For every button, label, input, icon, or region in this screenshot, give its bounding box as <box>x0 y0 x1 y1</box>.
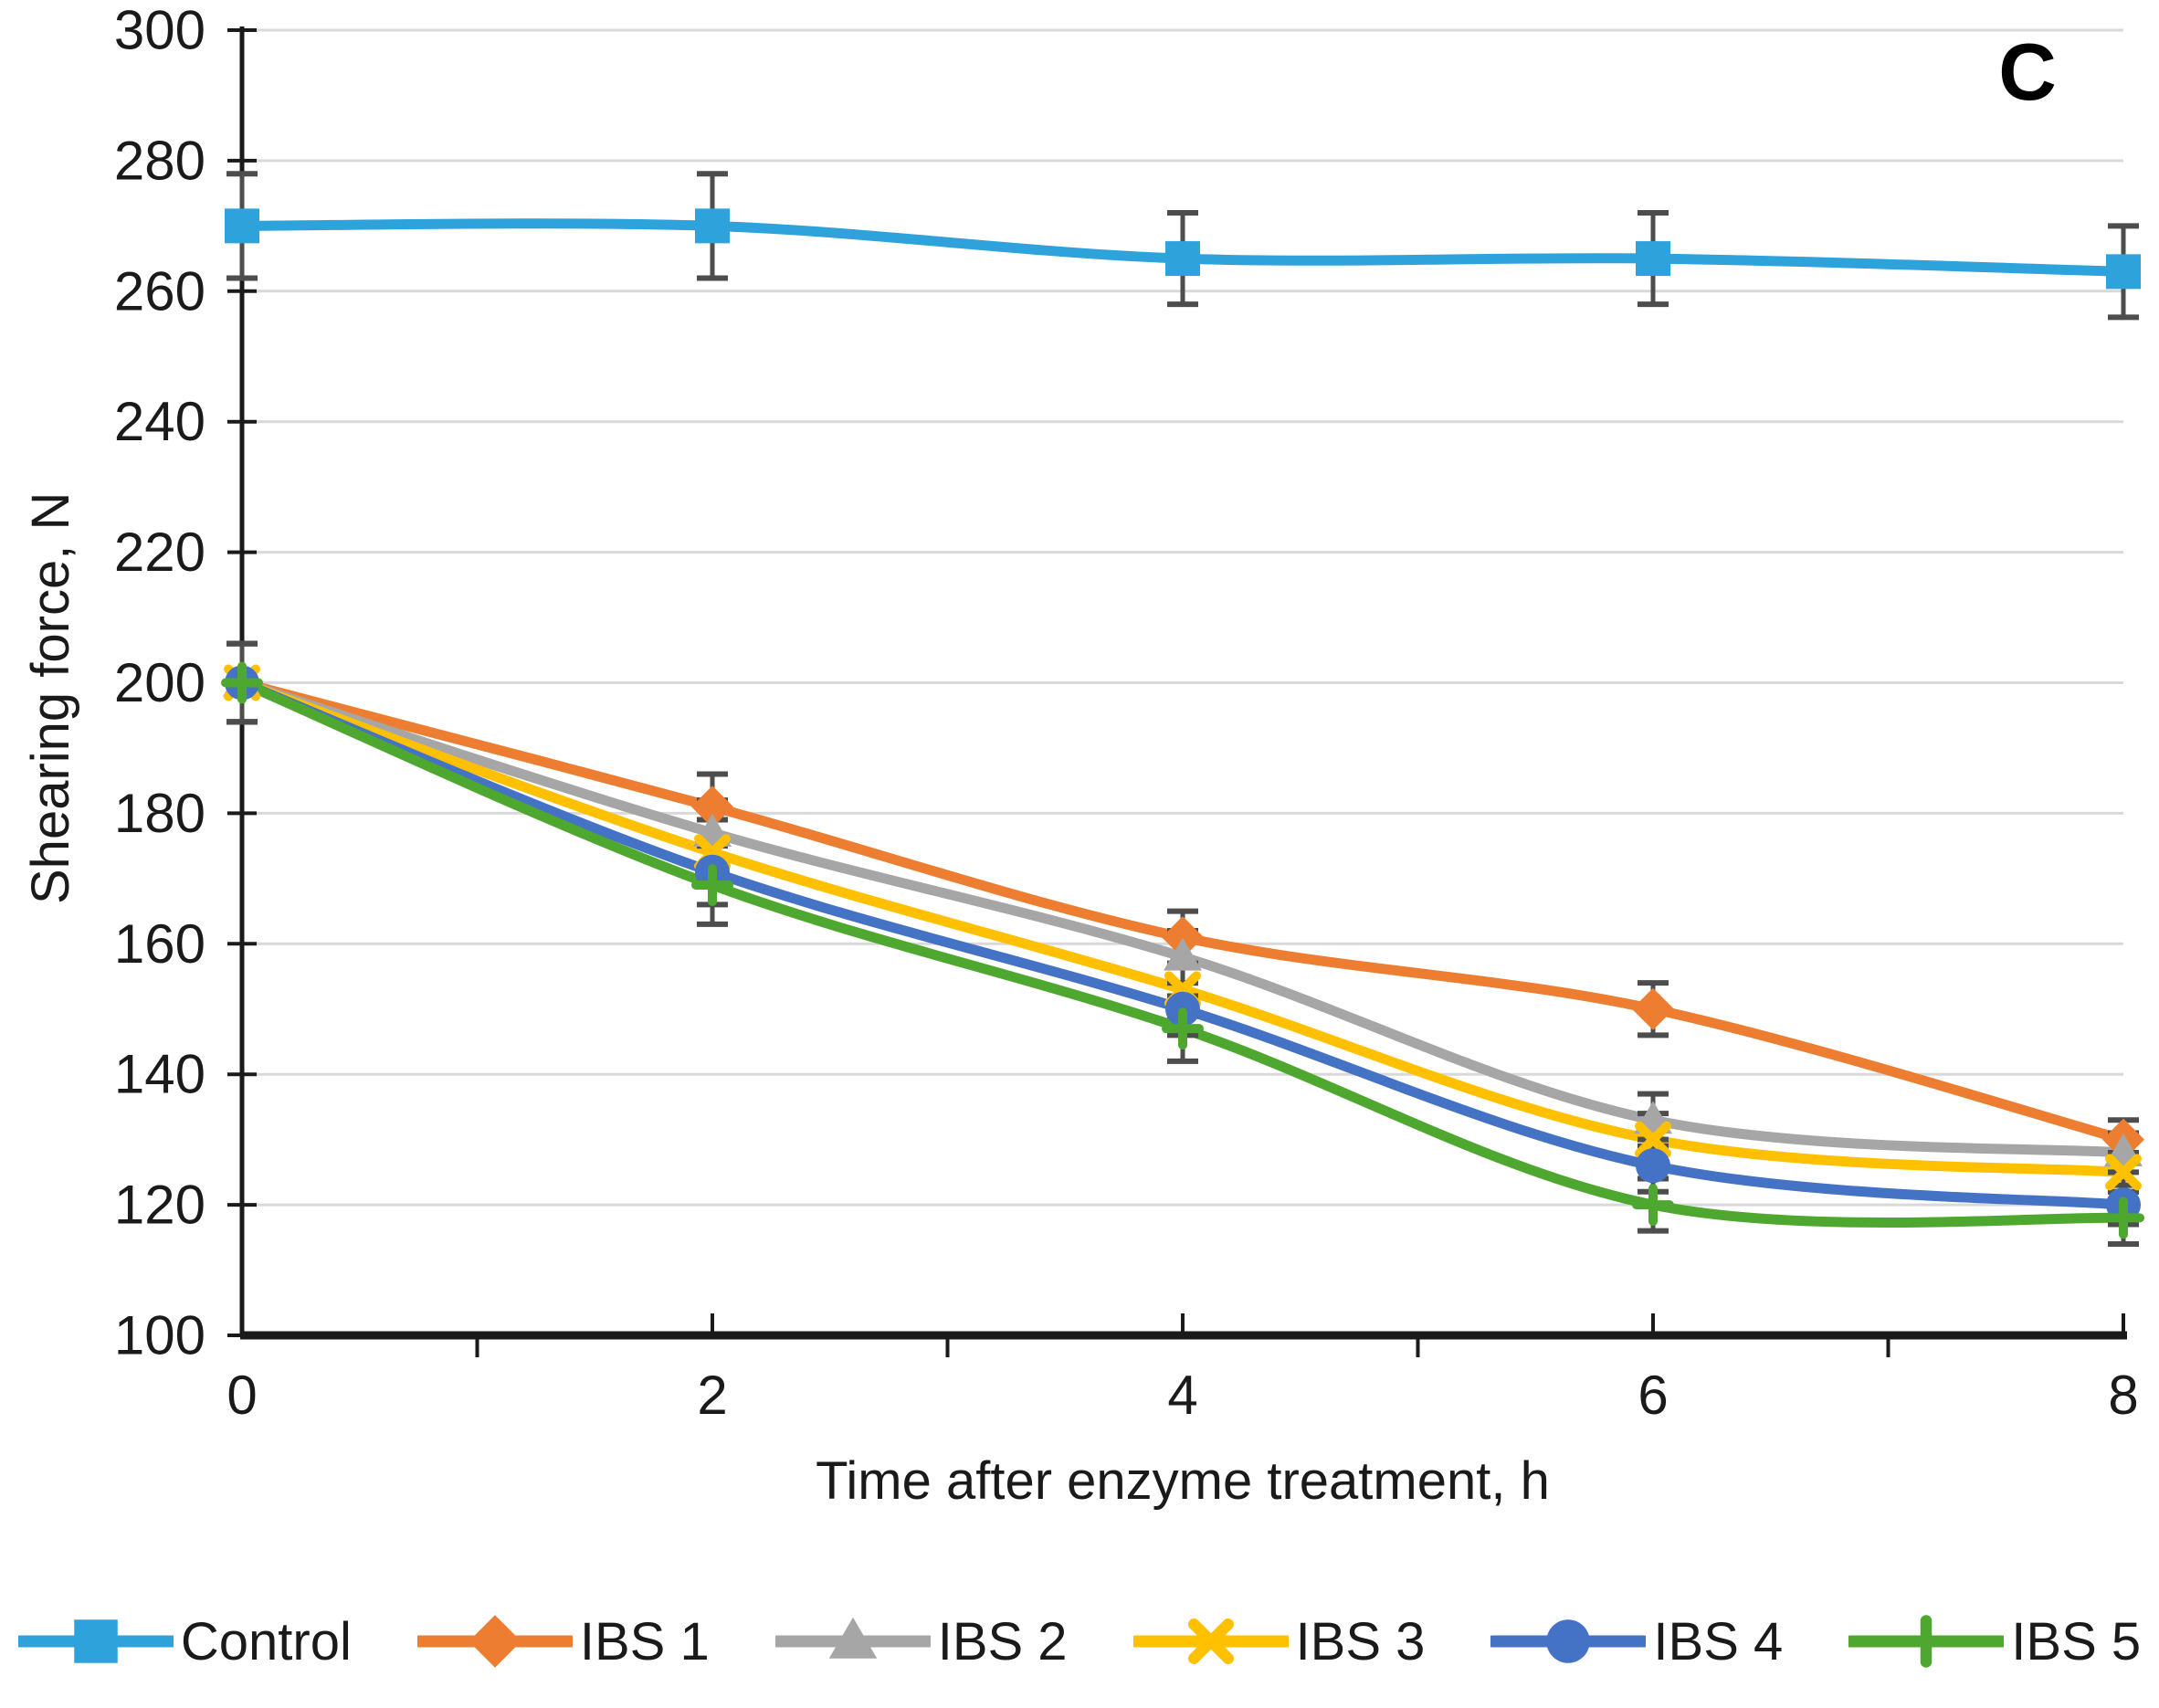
y-tick-label: 120 <box>114 1175 205 1236</box>
data-point-marker <box>2106 254 2141 290</box>
y-axis-title: Shearing force, N <box>21 491 80 904</box>
legend-label: Control <box>180 1611 352 1671</box>
x-tick-label: 0 <box>226 1365 257 1426</box>
y-tick-label: 140 <box>114 1044 205 1105</box>
data-point-marker <box>225 208 259 244</box>
data-point-marker <box>1164 937 1202 971</box>
data-point-marker <box>1632 1184 1674 1227</box>
data-point-marker <box>695 208 730 244</box>
y-tick-label: 200 <box>114 652 205 713</box>
x-tick-label: 6 <box>1638 1365 1668 1426</box>
legend-item-control: Control <box>17 1606 352 1677</box>
legend-marker-plus-icon <box>1848 1615 2005 1668</box>
data-point-marker <box>2105 1154 2142 1191</box>
y-tick-label: 180 <box>114 783 205 844</box>
legend-label: IBS 5 <box>2011 1611 2142 1671</box>
legend-item-ibs-4: IBS 4 <box>1490 1606 1783 1677</box>
markers-control <box>225 208 2141 290</box>
y-tick-label: 100 <box>114 1305 205 1366</box>
axes: 100 120 140 160 180 200 220 240 260 280 300 0 2 4 6 8 <box>114 0 2139 1426</box>
legend-marker-triangle-icon <box>774 1617 931 1659</box>
panel-label: C <box>1998 26 2057 117</box>
data-point-marker <box>1632 987 1674 1030</box>
data-point-marker <box>1162 916 1204 959</box>
legend-marker-square-icon <box>17 1619 174 1663</box>
legend-marker-diamond-icon <box>416 1615 573 1668</box>
legend-item-ibs-2: IBS 2 <box>774 1606 1068 1677</box>
data-point-marker <box>691 863 733 906</box>
data-point-marker <box>1162 1007 1204 1050</box>
legend: Control IBS 1 IBS 2 IBS 3 IBS 4 IBS 5 <box>0 1600 2159 1682</box>
legend-item-ibs-1: IBS 1 <box>416 1606 710 1677</box>
legend-label: IBS 2 <box>937 1611 1068 1671</box>
x-axis-title: Time after enzyme treatment, h <box>816 1451 1550 1511</box>
legend-item-ibs-3: IBS 3 <box>1132 1606 1426 1677</box>
data-point-marker <box>1165 241 1200 277</box>
y-tick-label: 280 <box>114 130 205 191</box>
legend-marker-x-icon <box>1132 1618 1289 1664</box>
y-tick-label: 260 <box>114 260 205 322</box>
data-point-marker <box>691 785 733 828</box>
error-bars-ibs-2 <box>226 640 2139 1176</box>
y-tick-label: 240 <box>114 391 205 452</box>
data-point-marker <box>1636 241 1670 277</box>
legend-label: IBS 1 <box>579 1611 710 1671</box>
y-tick-label: 160 <box>114 913 205 975</box>
x-tick-label: 4 <box>1167 1365 1197 1426</box>
data-point-marker <box>221 661 263 704</box>
legend-item-ibs-5: IBS 5 <box>1848 1606 2141 1677</box>
markers-ibs-5 <box>221 661 2144 1239</box>
legend-label: IBS 3 <box>1295 1611 1426 1671</box>
data-point-marker <box>2102 1197 2144 1239</box>
legend-marker-circle-icon <box>1490 1619 1647 1663</box>
data-point-marker <box>1635 1121 1671 1158</box>
y-tick-label: 220 <box>114 522 205 583</box>
data-point-marker <box>1636 1148 1670 1184</box>
error-bars-ibs-1 <box>226 640 2139 1163</box>
x-tick-label: 8 <box>2108 1365 2138 1426</box>
legend-label: IBS 4 <box>1653 1611 1784 1671</box>
x-tick-label: 2 <box>697 1365 727 1426</box>
y-tick-label: 300 <box>114 0 205 61</box>
